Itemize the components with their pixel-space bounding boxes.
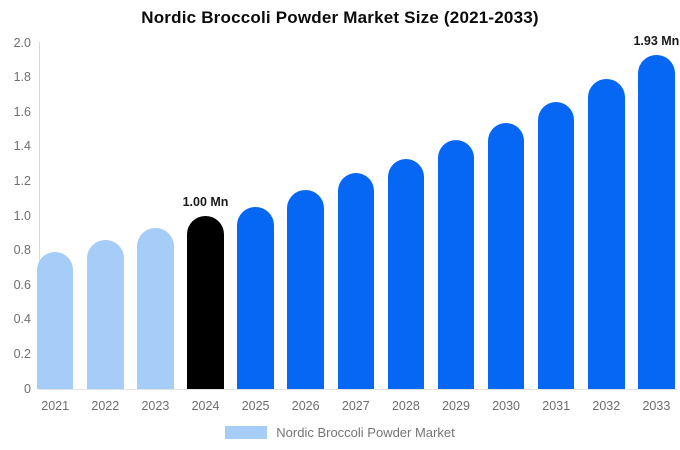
y-tick-label-1.0: 1.0 [13,208,31,223]
legend-label: Nordic Broccoli Powder Market [276,425,455,440]
y-tick-label-0.4: 0.4 [13,312,31,327]
bar-2029[interactable] [437,139,475,389]
bar-2021[interactable] [36,252,74,389]
x-tick-label-2028: 2028 [391,399,420,413]
y-tick-label-0.6: 0.6 [13,277,31,292]
y-tick-label-1.8: 1.8 [13,70,31,85]
chart-title: Nordic Broccoli Powder Market Size (2021… [141,8,539,27]
y-tick-label-2.0: 2.0 [13,35,31,50]
data-label-2033: 1.93 Mn [633,34,680,49]
bar-2022[interactable] [87,240,124,389]
bar-2026[interactable] [287,190,324,389]
y-tick-label-1.2: 1.2 [13,173,31,188]
legend-swatch [225,426,268,439]
bar-2028[interactable] [387,158,425,389]
bar-2030[interactable] [487,122,525,389]
x-tick-label-2026: 2026 [291,399,320,413]
x-tick-label-2030: 2030 [492,399,520,413]
bar-2033[interactable] [638,55,675,389]
x-axis-line [39,389,677,390]
x-tick-label-2022: 2022 [91,399,120,413]
bar-2027[interactable] [337,172,375,389]
bar-2024[interactable] [187,216,224,389]
y-tick-label-1.4: 1.4 [13,139,31,154]
x-tick-label-2032: 2032 [592,399,621,413]
x-tick-label-2021: 2021 [41,399,70,413]
bar-2032[interactable] [588,79,625,389]
x-tick-label-2029: 2029 [442,399,470,413]
x-tick-label-2031: 2031 [542,399,571,413]
bar-2023[interactable] [137,228,174,389]
x-tick-label-2024: 2024 [191,399,220,413]
x-tick-label-2033: 2033 [642,399,671,413]
data-label-2024: 1.00 Mn [182,195,229,209]
y-tick-label-0.8: 0.8 [13,243,31,258]
x-tick-label-2023: 2023 [141,399,170,413]
y-tick-label-1.6: 1.6 [13,104,31,119]
y-tick-label-0: 0 [24,381,31,396]
x-tick-label-2025: 2025 [241,399,270,413]
bar-2025[interactable] [237,207,274,389]
y-tick-label-0.2: 0.2 [13,346,31,361]
bar-2031[interactable] [537,101,575,389]
x-tick-label-2027: 2027 [341,399,370,413]
legend[interactable]: Nordic Broccoli Powder Market [0,425,680,440]
y-axis-line [39,42,40,390]
